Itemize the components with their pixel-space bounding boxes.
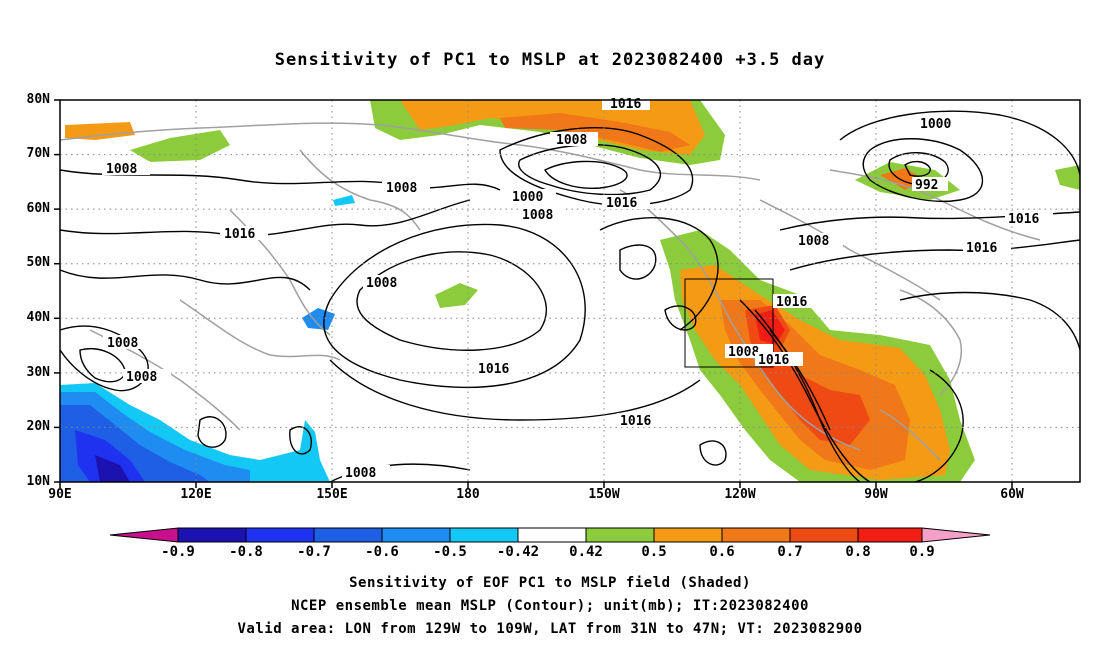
contour-label: 1000 <box>920 117 951 132</box>
shade-west-green <box>130 130 230 162</box>
lon-label: 120W <box>724 487 756 502</box>
contour-label: 1000 <box>512 190 543 205</box>
contour-label: 1008 <box>556 133 587 148</box>
axis-ticks <box>54 99 1013 488</box>
lon-label: 90E <box>48 487 72 502</box>
lat-label: 80N <box>26 92 50 107</box>
caption-line-2: NCEP ensemble mean MSLP (Contour); unit(… <box>291 598 809 614</box>
colorbar-swatch <box>109 527 179 543</box>
colorbar-label: 0.5 <box>641 544 667 560</box>
contour-label: 1008 <box>106 162 137 177</box>
colorbar-swatch <box>789 527 859 543</box>
shade-sw-deepblue <box>75 430 145 482</box>
map-title: Sensitivity of PC1 to MSLP at 2023082400… <box>274 50 826 70</box>
colorbar-label: -0.7 <box>297 544 331 560</box>
shade-west-orange <box>65 122 135 140</box>
colorbar-swatch <box>585 527 655 543</box>
caption-line-1: Sensitivity of EOF PC1 to MSLP field (Sh… <box>349 575 751 591</box>
colorbar-label: 0.7 <box>777 544 803 560</box>
lat-label: 10N <box>26 474 50 489</box>
colorbar-label: 0.6 <box>709 544 735 560</box>
contour-label: 1016 <box>758 353 789 368</box>
contour-label: 1008 <box>107 336 138 351</box>
contour-label: 1008 <box>345 466 376 481</box>
lat-label: 50N <box>26 255 50 270</box>
lon-label: 180 <box>456 487 480 502</box>
lon-label: 150E <box>316 487 348 502</box>
caption-line-3: Valid area: LON from 129W to 109W, LAT f… <box>237 621 863 637</box>
colorbar-swatch <box>177 527 247 543</box>
colorbar-label: -0.42 <box>496 544 540 560</box>
colorbar <box>109 527 991 543</box>
colorbar-swatch <box>857 527 923 543</box>
colorbar-label: -0.6 <box>365 544 399 560</box>
colorbar-swatch <box>653 527 723 543</box>
contour-label: 1016 <box>620 414 651 429</box>
colorbar-label: 0.9 <box>909 544 935 560</box>
lat-label: 20N <box>26 419 50 434</box>
contour-label: 1008 <box>366 276 397 291</box>
lon-label: 60W <box>1000 487 1024 502</box>
map-frame <box>59 99 1081 483</box>
shade-pacific-cyan <box>333 195 355 206</box>
colorbar-label: 0.8 <box>845 544 871 560</box>
colorbar-swatch <box>381 527 451 543</box>
contour-label: 1016 <box>606 196 637 211</box>
lon-label: 90W <box>864 487 888 502</box>
colorbar-swatch <box>517 527 587 543</box>
lat-label: 40N <box>26 310 50 325</box>
shade-sw-navy <box>95 455 130 482</box>
lat-label: 70N <box>26 146 50 161</box>
shade-japan-blue <box>302 308 335 330</box>
colorbar-swatch <box>721 527 791 543</box>
colorbar-swatch <box>921 527 991 543</box>
lat-label: 30N <box>26 365 50 380</box>
contour-label: 992 <box>915 178 938 193</box>
colorbar-label: 0.42 <box>569 544 603 560</box>
colorbar-label: -0.9 <box>161 544 195 560</box>
valid-area-box <box>684 278 774 368</box>
colorbar-swatch <box>449 527 519 543</box>
lat-label: 60N <box>26 201 50 216</box>
contour-label: 1008 <box>126 370 157 385</box>
contour-label: 1016 <box>478 362 509 377</box>
contour-label: 1008 <box>522 208 553 223</box>
colorbar-swatch <box>245 527 315 543</box>
contour-label: 1016 <box>1008 212 1039 227</box>
contour-label: 1016 <box>776 295 807 310</box>
contour-label: 1008 <box>386 181 417 196</box>
lon-label: 150W <box>588 487 620 502</box>
contour-label: 1016 <box>966 241 997 256</box>
contour-label: 1008 <box>798 234 829 249</box>
contour-label: 1016 <box>224 227 255 242</box>
contour-label: 1008 <box>728 345 759 360</box>
coastlines <box>60 122 1041 461</box>
shade-pacific-green <box>435 283 478 308</box>
colorbar-label: -0.8 <box>229 544 263 560</box>
shade-east-green <box>1055 165 1080 190</box>
colorbar-label: -0.5 <box>433 544 467 560</box>
mslp-contours <box>60 110 1080 482</box>
colorbar-swatch <box>313 527 383 543</box>
lon-label: 120E <box>180 487 212 502</box>
